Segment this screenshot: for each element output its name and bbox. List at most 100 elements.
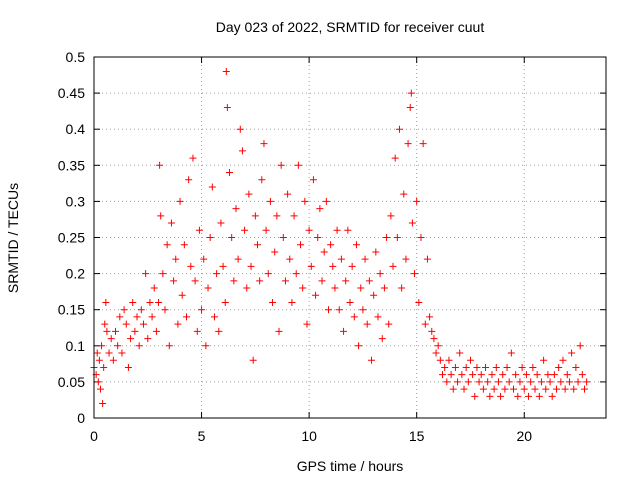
data-point bbox=[96, 385, 104, 393]
data-point bbox=[574, 378, 582, 386]
data-point bbox=[103, 327, 111, 335]
data-point bbox=[514, 392, 522, 400]
data-point bbox=[264, 270, 272, 278]
x-tick-label: 5 bbox=[198, 428, 206, 444]
data-point bbox=[368, 356, 376, 364]
data-point bbox=[432, 349, 440, 357]
data-point bbox=[219, 262, 227, 270]
data-point bbox=[361, 255, 369, 263]
data-point bbox=[139, 320, 147, 328]
data-point bbox=[163, 241, 171, 249]
data-point bbox=[544, 371, 552, 379]
y-tick-label: 0.15 bbox=[58, 302, 85, 318]
data-point bbox=[241, 226, 249, 234]
data-point bbox=[144, 335, 152, 343]
data-point bbox=[357, 284, 365, 292]
data-point bbox=[411, 270, 419, 278]
data-point bbox=[387, 212, 395, 220]
data-point bbox=[473, 363, 481, 371]
data-point bbox=[99, 400, 107, 408]
data-point bbox=[271, 248, 279, 256]
data-point bbox=[400, 190, 408, 198]
data-point bbox=[393, 234, 401, 241]
x-axis-title: GPS time / hours bbox=[297, 458, 404, 474]
data-point bbox=[167, 219, 175, 227]
data-point bbox=[572, 363, 580, 371]
data-point bbox=[488, 371, 496, 379]
data-point bbox=[337, 255, 345, 263]
data-point bbox=[176, 197, 184, 205]
data-point bbox=[187, 262, 195, 270]
data-point bbox=[215, 327, 223, 335]
data-point bbox=[490, 385, 498, 393]
data-point bbox=[253, 241, 261, 249]
data-point bbox=[398, 284, 406, 292]
data-point bbox=[531, 385, 539, 393]
data-point bbox=[210, 313, 218, 321]
y-tick-label: 0.25 bbox=[58, 230, 85, 246]
data-point bbox=[475, 378, 483, 386]
data-point bbox=[256, 277, 264, 285]
data-point bbox=[546, 378, 554, 386]
data-point bbox=[100, 363, 108, 371]
data-point bbox=[533, 371, 541, 379]
data-point bbox=[95, 356, 103, 364]
data-point bbox=[402, 255, 410, 263]
data-point bbox=[157, 212, 165, 220]
data-point bbox=[327, 241, 335, 249]
data-point bbox=[535, 392, 543, 400]
data-point bbox=[213, 270, 221, 278]
data-point bbox=[226, 169, 234, 177]
data-point bbox=[449, 385, 457, 393]
data-point bbox=[249, 356, 257, 364]
data-point bbox=[426, 313, 434, 321]
data-point bbox=[156, 161, 164, 169]
data-point bbox=[355, 342, 363, 350]
data-point bbox=[441, 363, 449, 371]
data-point bbox=[374, 313, 382, 321]
data-point bbox=[260, 140, 268, 148]
data-point bbox=[550, 371, 558, 379]
data-point bbox=[135, 342, 143, 350]
x-tick-label: 20 bbox=[516, 428, 532, 444]
data-point bbox=[228, 234, 236, 241]
data-point bbox=[234, 255, 242, 263]
data-point bbox=[193, 327, 201, 335]
data-point bbox=[389, 262, 397, 270]
data-point bbox=[335, 306, 343, 314]
grid bbox=[94, 57, 606, 418]
data-point bbox=[540, 356, 548, 364]
data-point bbox=[170, 277, 178, 285]
data-point bbox=[191, 277, 199, 285]
data-point bbox=[318, 277, 326, 285]
data-point bbox=[230, 277, 238, 285]
data-point bbox=[314, 234, 322, 241]
x-tick-label: 15 bbox=[409, 428, 425, 444]
data-point bbox=[262, 226, 270, 234]
data-point bbox=[307, 262, 315, 270]
data-point bbox=[423, 255, 431, 263]
data-point bbox=[185, 176, 193, 184]
data-point bbox=[118, 349, 126, 357]
data-point bbox=[350, 313, 358, 321]
data-point bbox=[198, 306, 206, 314]
data-point bbox=[576, 342, 584, 350]
data-point bbox=[553, 385, 561, 393]
data-point bbox=[122, 320, 130, 328]
data-point bbox=[494, 378, 502, 386]
data-point bbox=[406, 104, 414, 112]
data-point bbox=[202, 342, 210, 350]
data-point bbox=[568, 349, 576, 357]
data-point bbox=[372, 248, 380, 256]
data-point bbox=[322, 197, 330, 205]
data-point bbox=[370, 291, 378, 299]
data-point bbox=[359, 306, 367, 314]
data-point bbox=[286, 255, 294, 263]
data-point bbox=[348, 262, 356, 270]
data-point bbox=[344, 226, 352, 234]
data-point bbox=[408, 219, 416, 227]
data-point bbox=[101, 320, 109, 328]
data-point bbox=[316, 205, 324, 213]
data-point bbox=[340, 327, 348, 335]
